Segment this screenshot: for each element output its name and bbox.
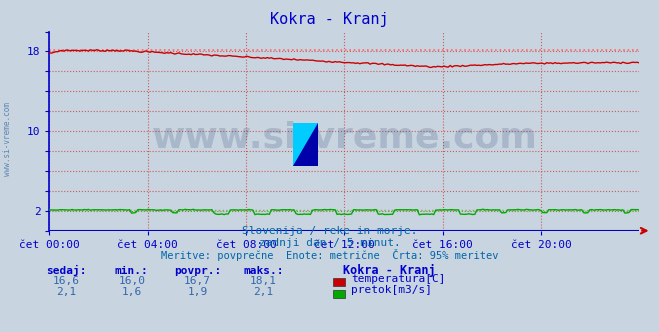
Text: Kokra - Kranj: Kokra - Kranj [343,264,436,277]
Text: Kokra - Kranj: Kokra - Kranj [270,12,389,27]
Text: 18,1: 18,1 [250,276,277,286]
Polygon shape [293,123,318,166]
Text: www.si-vreme.com: www.si-vreme.com [152,120,537,154]
Polygon shape [293,123,318,166]
Text: zadnji dan / 5 minut.: zadnji dan / 5 minut. [258,238,401,248]
Text: 1,9: 1,9 [188,287,208,297]
Text: maks.:: maks.: [243,266,284,276]
Text: temperatura[C]: temperatura[C] [351,274,445,284]
Text: www.si-vreme.com: www.si-vreme.com [3,103,13,176]
Text: 2,1: 2,1 [254,287,273,297]
Text: 2,1: 2,1 [56,287,76,297]
Text: 16,0: 16,0 [119,276,145,286]
Text: pretok[m3/s]: pretok[m3/s] [351,286,432,295]
Polygon shape [293,123,318,166]
Text: sedaj:: sedaj: [45,265,86,276]
Text: 16,7: 16,7 [185,276,211,286]
Text: povpr.:: povpr.: [174,266,221,276]
Text: 16,6: 16,6 [53,276,79,286]
Text: min.:: min.: [115,266,149,276]
Text: 1,6: 1,6 [122,287,142,297]
Text: Slovenija / reke in morje.: Slovenija / reke in morje. [242,226,417,236]
Text: Meritve: povprečne  Enote: metrične  Črta: 95% meritev: Meritve: povprečne Enote: metrične Črta:… [161,249,498,261]
